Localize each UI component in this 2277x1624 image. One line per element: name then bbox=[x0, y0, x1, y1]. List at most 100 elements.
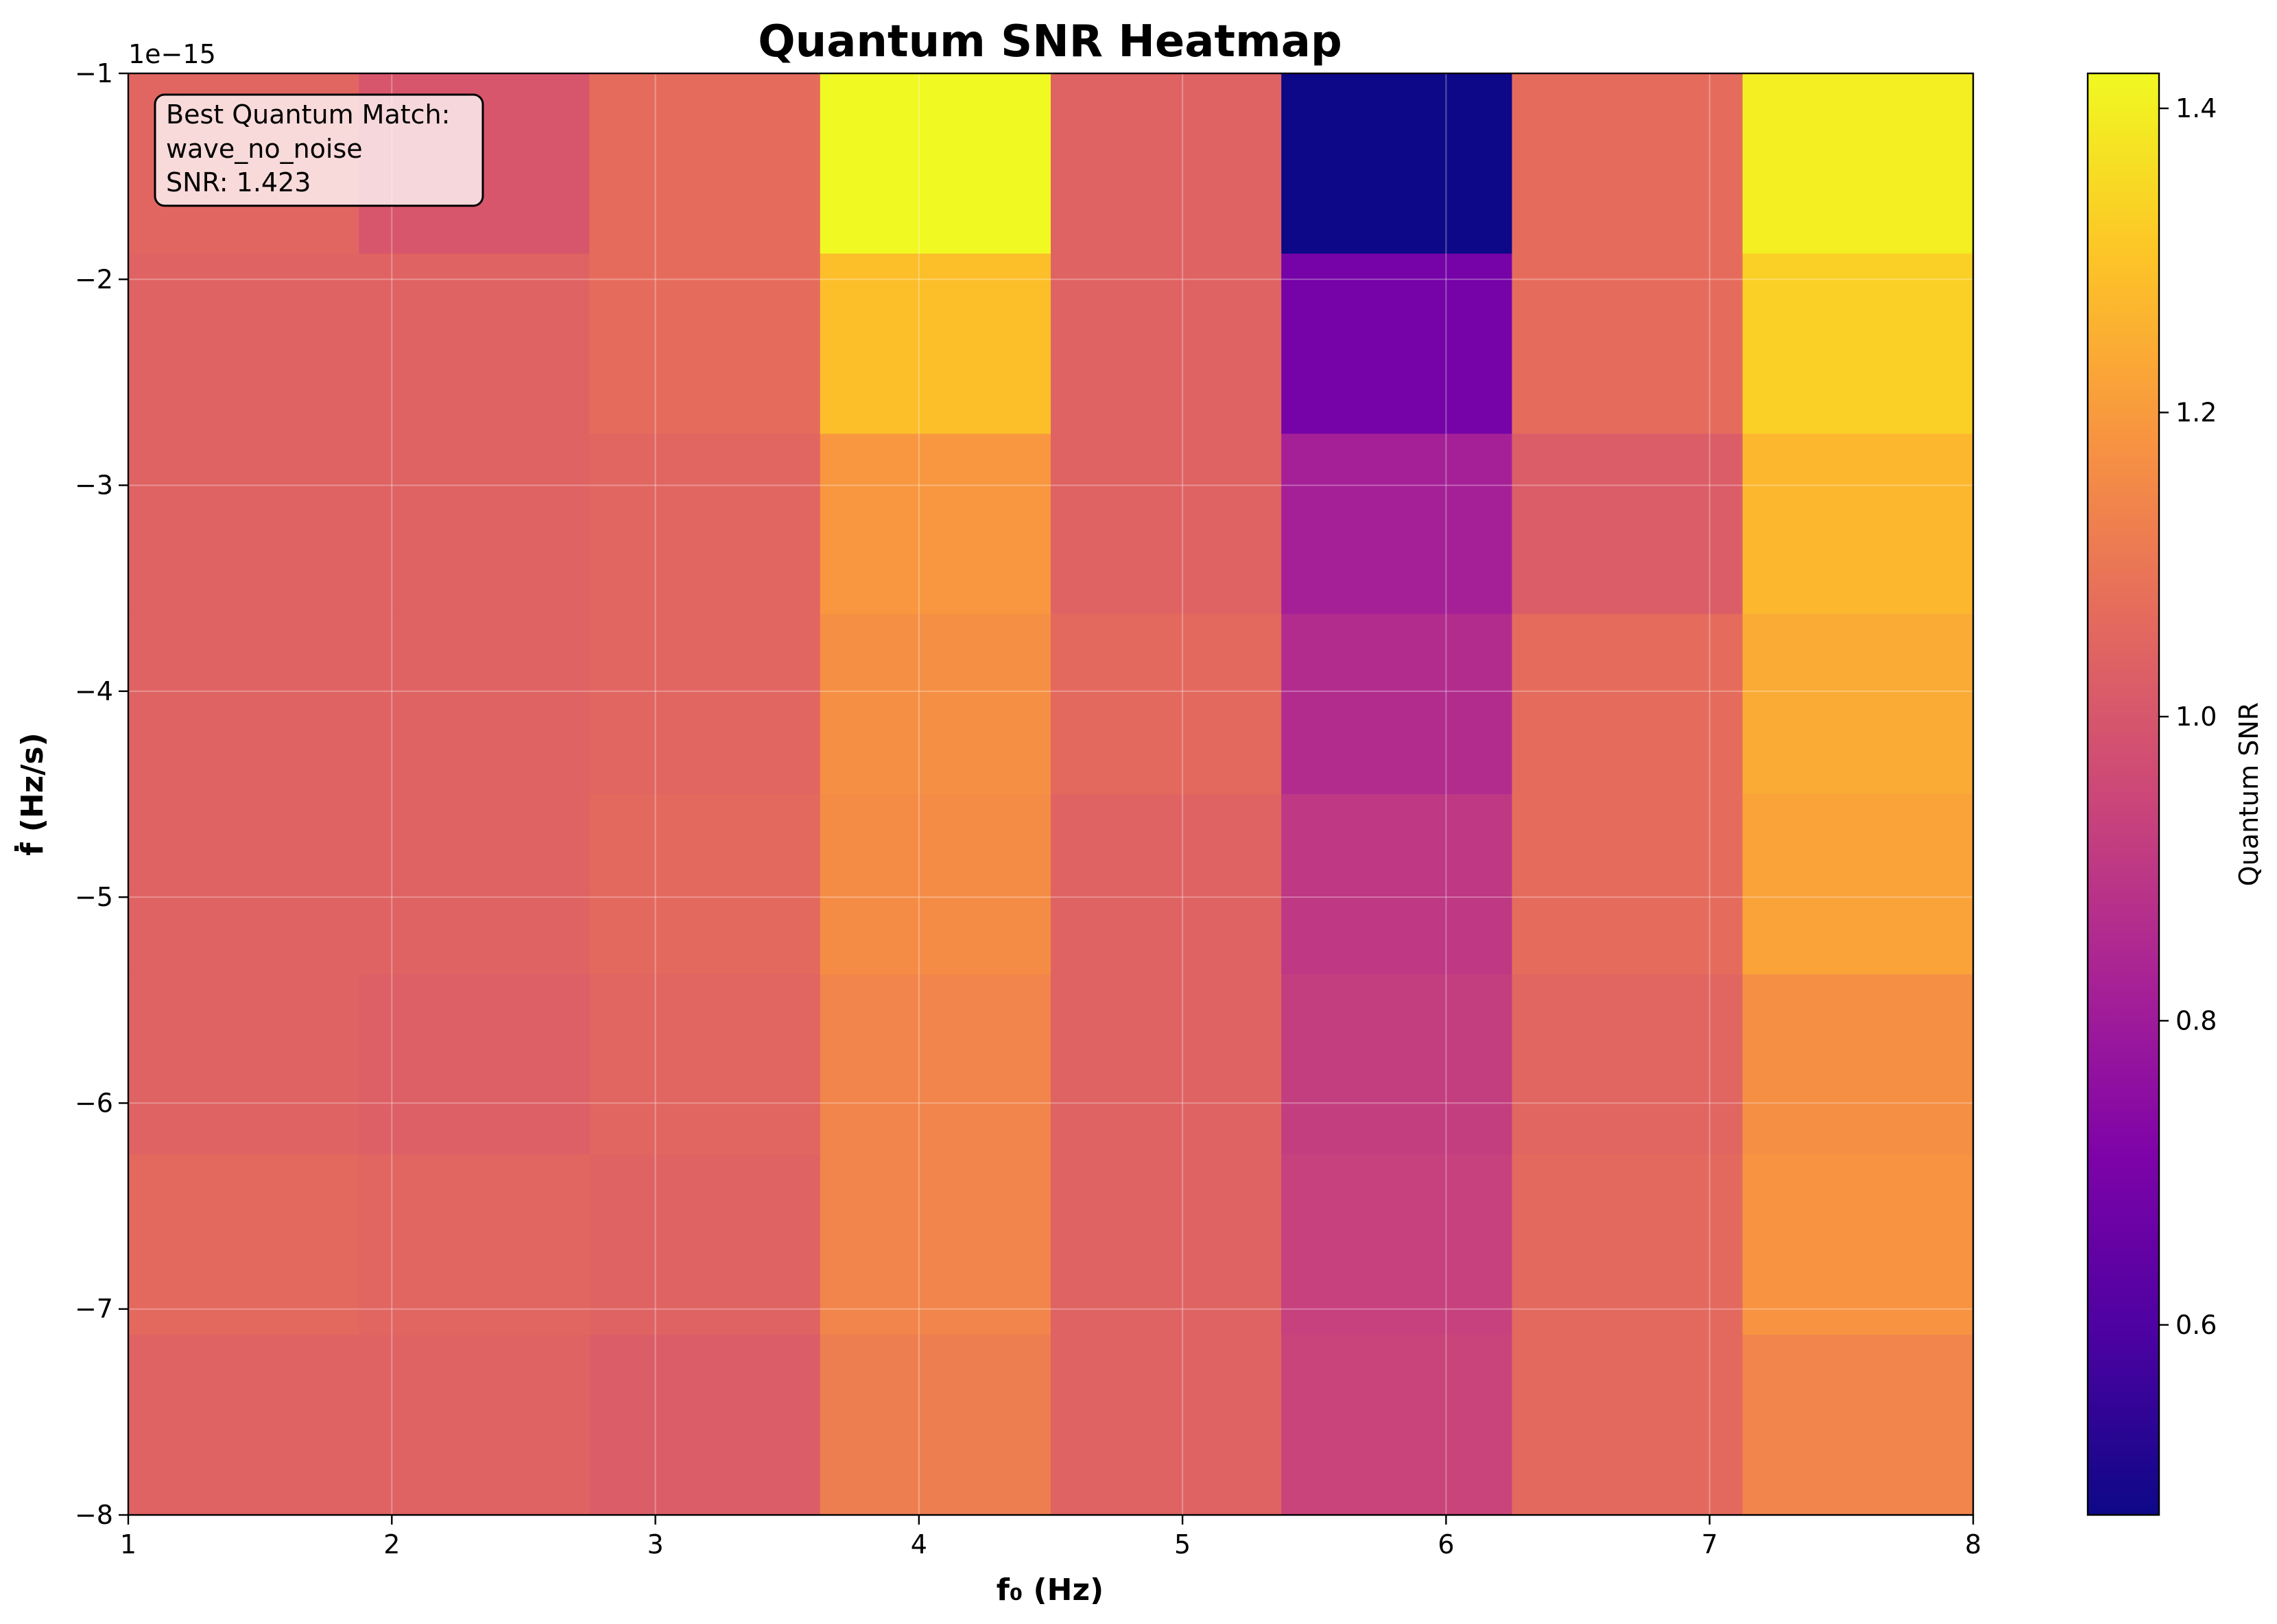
heatmap-cell bbox=[359, 253, 591, 435]
colorbar-tick-label: 0.6 bbox=[2175, 1310, 2217, 1340]
heatmap-cell bbox=[1051, 1154, 1282, 1335]
chart-title: Quantum SNR Heatmap bbox=[758, 16, 1342, 67]
annotation-background bbox=[154, 93, 484, 207]
heatmap-cell bbox=[1512, 1154, 1743, 1335]
heatmap-cell bbox=[1051, 1335, 1282, 1516]
heatmap-cell bbox=[1742, 73, 1974, 254]
colorbar-tick-label: 0.8 bbox=[2175, 1005, 2217, 1036]
heatmap-cell bbox=[128, 1335, 359, 1516]
heatmap-cell bbox=[1051, 974, 1282, 1156]
heatmap-cell bbox=[1742, 1335, 1974, 1516]
y-tick-label: −7 bbox=[75, 1294, 113, 1324]
heatmap-cell bbox=[1742, 1154, 1974, 1335]
heatmap-cell bbox=[820, 614, 1051, 795]
x-tick-label: 3 bbox=[647, 1529, 663, 1560]
heatmap-cell bbox=[359, 614, 591, 795]
y-tick-label: −4 bbox=[75, 676, 113, 706]
heatmap-cell bbox=[1051, 73, 1282, 254]
heatmap-cell bbox=[1281, 974, 1513, 1156]
y-offset-label: 1e−15 bbox=[128, 39, 216, 69]
y-tick-label: −3 bbox=[75, 470, 113, 501]
annotation-line-2: wave_no_noise bbox=[166, 134, 363, 164]
heatmap-cell bbox=[1281, 253, 1513, 435]
heatmap-cell bbox=[1512, 614, 1743, 795]
heatmap-cell bbox=[1281, 614, 1513, 795]
heatmap-cell bbox=[589, 974, 821, 1156]
heatmap-cell bbox=[128, 433, 359, 614]
heatmap-cell bbox=[359, 794, 591, 975]
heatmap-cell bbox=[1742, 433, 1974, 614]
heatmap-cell bbox=[820, 1154, 1051, 1335]
heatmap-cell bbox=[589, 433, 821, 614]
y-axis-ticks: −1 −2 −3 −4 −5 −6 −7 −8 bbox=[75, 58, 128, 1530]
y-tick-label: −5 bbox=[75, 882, 113, 912]
heatmap-cell bbox=[1281, 1154, 1513, 1335]
heatmap-cell bbox=[1742, 794, 1974, 975]
heatmap-cell bbox=[1051, 794, 1282, 975]
x-tick-label: 8 bbox=[1965, 1529, 1981, 1560]
heatmap-cell bbox=[1051, 614, 1282, 795]
colorbar bbox=[2086, 72, 2160, 1516]
heatmap-cell bbox=[359, 1154, 591, 1335]
heatmap-cell bbox=[820, 73, 1051, 254]
heatmap-cell bbox=[589, 1335, 821, 1516]
heatmap-cell bbox=[1742, 974, 1974, 1156]
y-axis-title: ḟ (Hz/s) bbox=[14, 732, 50, 855]
heatmap-cell bbox=[1281, 794, 1513, 975]
heatmap-cell bbox=[1742, 253, 1974, 435]
plot-frame bbox=[127, 72, 1975, 1516]
colorbar-tick-label: 1.0 bbox=[2175, 702, 2217, 732]
heatmap-cell bbox=[820, 974, 1051, 1156]
x-tick-label: 1 bbox=[120, 1529, 136, 1560]
heatmap-cell bbox=[1281, 1335, 1513, 1516]
colorbar-ticks: 0.6 0.8 1.0 1.2 1.4 bbox=[2159, 93, 2217, 1340]
y-tick-label: −2 bbox=[75, 264, 113, 294]
heatmap-cell bbox=[820, 433, 1051, 614]
heatmap-cells bbox=[128, 73, 1974, 1516]
heatmap-cell bbox=[128, 974, 359, 1156]
heatmap-cell bbox=[1512, 1335, 1743, 1516]
annotation-line-1: Best Quantum Match: bbox=[166, 99, 450, 130]
colorbar-tick-label: 1.2 bbox=[2175, 397, 2217, 427]
heatmap-cell bbox=[1512, 974, 1743, 1156]
annotation-box: Best Quantum Match: wave_no_noise SNR: 1… bbox=[154, 93, 484, 207]
y-tick-label: −8 bbox=[75, 1500, 113, 1530]
x-axis-ticks: 1 2 3 4 5 6 7 8 bbox=[120, 1515, 1981, 1560]
heatmap-cell bbox=[589, 794, 821, 975]
heatmap-cell bbox=[128, 253, 359, 435]
heatmap-cell bbox=[1281, 433, 1513, 614]
heatmap-cell bbox=[820, 1335, 1051, 1516]
colorbar-label: Quantum SNR bbox=[2234, 702, 2264, 886]
y-tick-label: −1 bbox=[75, 58, 113, 88]
x-tick-label: 7 bbox=[1702, 1529, 1718, 1560]
heatmap-cell bbox=[1512, 253, 1743, 435]
heatmap-cell bbox=[1512, 433, 1743, 614]
heatmap-cell bbox=[1742, 614, 1974, 795]
x-tick-label: 2 bbox=[383, 1529, 400, 1560]
x-tick-label: 4 bbox=[911, 1529, 927, 1560]
heatmap-cell bbox=[589, 73, 821, 254]
heatmap-cell bbox=[1051, 253, 1282, 435]
heatmap-cell bbox=[589, 1154, 821, 1335]
y-tick-label: −6 bbox=[75, 1088, 113, 1118]
heatmap-cell bbox=[589, 253, 821, 435]
heatmap-cell bbox=[128, 1154, 359, 1335]
heatmap-cell bbox=[128, 794, 359, 975]
heatmap-cell bbox=[1281, 73, 1513, 254]
annotation-line-3: SNR: 1.423 bbox=[166, 167, 311, 198]
heatmap-cell bbox=[820, 794, 1051, 975]
heatmap-cell bbox=[820, 253, 1051, 435]
heatmap-cell bbox=[128, 614, 359, 795]
heatmap-cell bbox=[589, 614, 821, 795]
x-axis-title: f₀ (Hz) bbox=[997, 1573, 1104, 1608]
heatmap-cell bbox=[1512, 794, 1743, 975]
heatmap-cell bbox=[359, 1335, 591, 1516]
heatmap-cell bbox=[1512, 73, 1743, 254]
x-tick-label: 5 bbox=[1174, 1529, 1191, 1560]
heatmap-cell bbox=[359, 974, 591, 1156]
heatmap-cell bbox=[1051, 433, 1282, 614]
x-tick-label: 6 bbox=[1438, 1529, 1454, 1560]
heatmap-cell bbox=[359, 433, 591, 614]
colorbar-tick-label: 1.4 bbox=[2175, 93, 2217, 123]
